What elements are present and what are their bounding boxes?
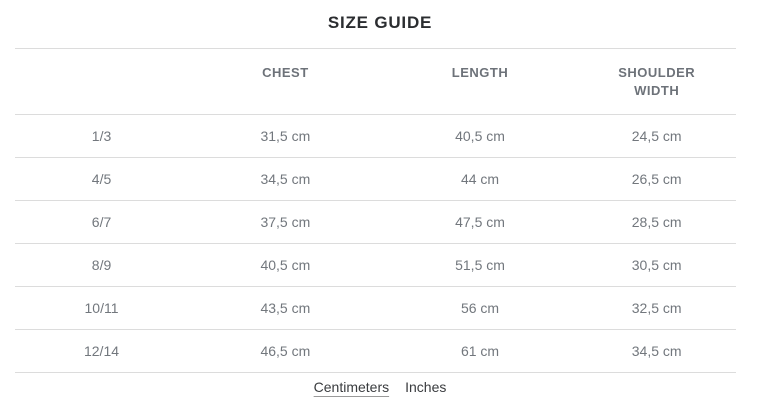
size-cell: 10/11: [15, 286, 189, 330]
shoulder-cell: 28,5 cm: [577, 200, 736, 244]
header-chest: CHEST: [188, 48, 383, 115]
table-row: 12/14 46,5 cm 61 cm 34,5 cm: [15, 329, 736, 373]
length-cell: 47,5 cm: [382, 200, 578, 244]
chest-cell: 37,5 cm: [188, 200, 383, 244]
header-shoulder-width: SHOULDER WIDTH: [577, 48, 736, 115]
unit-toggle: Centimeters Inches: [0, 373, 760, 404]
table-row: 6/7 37,5 cm 47,5 cm 28,5 cm: [15, 200, 736, 244]
size-cell: 6/7: [15, 200, 189, 244]
length-cell: 51,5 cm: [382, 243, 578, 287]
centimeters-link[interactable]: Centimeters: [313, 378, 390, 395]
chest-cell: 31,5 cm: [188, 114, 383, 158]
length-cell: 61 cm: [382, 329, 578, 373]
length-cell: 44 cm: [382, 157, 578, 201]
length-cell: 56 cm: [382, 286, 578, 330]
table-row: 8/9 40,5 cm 51,5 cm 30,5 cm: [15, 243, 736, 287]
page-title: SIZE GUIDE: [327, 13, 433, 32]
chest-cell: 40,5 cm: [188, 243, 383, 287]
table-row: 4/5 34,5 cm 44 cm 26,5 cm: [15, 157, 736, 201]
shoulder-cell: 30,5 cm: [577, 243, 736, 287]
length-cell: 40,5 cm: [382, 114, 578, 158]
shoulder-cell: 34,5 cm: [577, 329, 736, 373]
size-cell: 12/14: [15, 329, 189, 373]
size-cell: 8/9: [15, 243, 189, 287]
chest-cell: 46,5 cm: [188, 329, 383, 373]
table-row: 1/3 31,5 cm 40,5 cm 24,5 cm: [15, 114, 736, 158]
header-row: CHEST LENGTH SHOULDER WIDTH: [15, 48, 736, 115]
header-length: LENGTH: [382, 48, 578, 115]
table-row: 10/11 43,5 cm 56 cm 32,5 cm: [15, 286, 736, 330]
shoulder-cell: 32,5 cm: [577, 286, 736, 330]
size-cell: 4/5: [15, 157, 189, 201]
chest-cell: 43,5 cm: [188, 286, 383, 330]
shoulder-cell: 24,5 cm: [577, 114, 736, 158]
shoulder-cell: 26,5 cm: [577, 157, 736, 201]
header-size: [15, 48, 189, 115]
inches-link[interactable]: Inches: [405, 378, 447, 395]
size-table: CHEST LENGTH SHOULDER WIDTH 1/3 31,5 cm …: [15, 48, 736, 373]
size-cell: 1/3: [15, 114, 189, 158]
chest-cell: 34,5 cm: [188, 157, 383, 201]
